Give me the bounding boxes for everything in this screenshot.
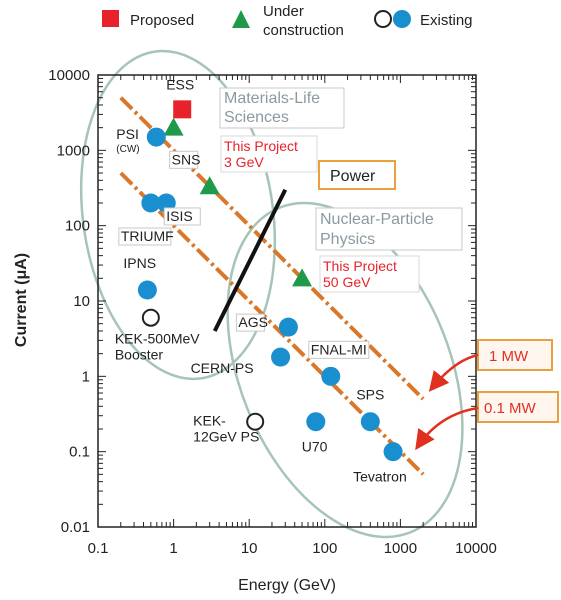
point-label: SNS xyxy=(172,151,201,167)
point-label: KEK- xyxy=(193,413,226,429)
y-tick-labels: 0.01 0.1 1 10 100 1000 10000 xyxy=(48,67,90,536)
x-tick-label: 100 xyxy=(312,540,337,557)
point-sublabel: (CW) xyxy=(116,144,139,155)
point-labels: ESS SNS PSI (CW) TRIUMF ISIS IPNS AGS CERN-PS FNA… xyxy=(115,76,407,484)
project-50gev-box xyxy=(319,255,420,293)
data-points xyxy=(137,100,403,462)
point-label-box xyxy=(169,150,199,169)
legend-proposed-marker xyxy=(102,10,119,27)
nuclear-label-box xyxy=(315,207,463,251)
0.1mw-label: 0.1 MW xyxy=(484,400,537,417)
power-line-1mw xyxy=(119,96,425,401)
x-tick-labels: 0.1 1 10 100 1000 10000 xyxy=(88,540,497,557)
legend-proposed-label: Proposed xyxy=(130,12,194,29)
under-construction-point xyxy=(292,268,313,287)
point-label: 12GeV PS xyxy=(193,429,259,445)
under-construction-point xyxy=(199,176,220,195)
nuclear-label-1: Nuclear-Particle xyxy=(320,211,434,228)
point-label: AGS xyxy=(238,314,268,330)
point-label: U70 xyxy=(302,439,328,455)
point-label-box xyxy=(235,313,265,332)
legend-existing-filled-marker xyxy=(393,10,411,28)
materials-life-region xyxy=(79,49,277,381)
0.1mw-arrow xyxy=(415,406,479,451)
legend-under-construction-marker xyxy=(232,10,250,28)
point-label: Tevatron xyxy=(353,469,407,485)
under-construction-point xyxy=(163,117,184,136)
proposed-point xyxy=(173,100,192,119)
power-box xyxy=(318,160,396,190)
point-label: KEK-500MeV xyxy=(115,331,200,347)
y-tick-label: 0.01 xyxy=(61,519,90,536)
existing-point xyxy=(306,412,326,432)
existing-point xyxy=(321,366,341,386)
materials-label-1: Materials-Life xyxy=(224,90,320,107)
point-label-box xyxy=(163,207,201,226)
point-label: SPS xyxy=(356,387,384,403)
y-tick-label: 1 xyxy=(82,368,90,385)
1mw-arrow xyxy=(428,353,479,392)
0.1mw-box xyxy=(477,391,559,423)
point-label: IPNS xyxy=(123,255,156,271)
existing-point xyxy=(137,280,157,300)
x-tick-label: 10 xyxy=(241,540,258,557)
existing-point xyxy=(141,193,161,213)
1mw-label: 1 MW xyxy=(489,348,529,365)
project-3gev-label-1: This Project xyxy=(224,138,298,154)
legend: Proposed Under construction Existing xyxy=(102,3,473,39)
existing-open-point xyxy=(141,308,160,327)
existing-point xyxy=(271,347,291,367)
project-50gev-label-1: This Project xyxy=(323,258,397,274)
y-tick-label: 10000 xyxy=(48,67,90,84)
project-3gev-label-2: 3 GeV xyxy=(224,154,264,170)
point-label-box xyxy=(308,340,370,359)
y-axis-label: Current (μA) xyxy=(13,253,30,347)
legend-under-construction-label-1: Under xyxy=(263,3,304,20)
axis-ticks xyxy=(97,75,476,528)
y-tick-label: 1000 xyxy=(57,142,90,159)
existing-point xyxy=(383,442,403,462)
x-tick-label: 1 xyxy=(169,540,177,557)
project-50gev-label-2: 50 GeV xyxy=(323,274,371,290)
point-label: TRIUMF xyxy=(121,228,174,244)
point-label: PSI xyxy=(116,126,139,142)
legend-existing-open-marker xyxy=(374,10,392,28)
power-direction-line xyxy=(212,188,288,332)
x-tick-label: 1000 xyxy=(384,540,417,557)
point-label: CERN-PS xyxy=(191,360,254,376)
point-label: ESS xyxy=(166,76,194,92)
nuclear-label-2: Physics xyxy=(320,231,375,248)
point-label: Booster xyxy=(115,347,164,363)
existing-point xyxy=(278,317,298,337)
x-tick-label: 10000 xyxy=(455,540,497,557)
nuclear-particle-region xyxy=(226,201,464,539)
y-tick-label: 100 xyxy=(65,218,90,235)
y-tick-label: 10 xyxy=(73,293,90,310)
materials-label-box xyxy=(219,87,345,129)
point-label: FNAL-MI xyxy=(311,341,367,357)
power-label: Power xyxy=(330,168,376,185)
legend-existing-label: Existing xyxy=(420,12,473,29)
y-tick-label: 0.1 xyxy=(69,444,90,461)
x-axis-label: Energy (GeV) xyxy=(238,577,336,594)
project-3gev-box xyxy=(220,135,318,173)
materials-label-2: Sciences xyxy=(224,109,289,126)
existing-point xyxy=(146,127,166,147)
existing-open-point xyxy=(246,412,265,431)
legend-under-construction-label-2: construction xyxy=(263,22,344,39)
existing-point xyxy=(360,412,380,432)
point-label: ISIS xyxy=(166,208,192,224)
x-tick-label: 0.1 xyxy=(88,540,109,557)
point-label-box xyxy=(118,227,172,246)
